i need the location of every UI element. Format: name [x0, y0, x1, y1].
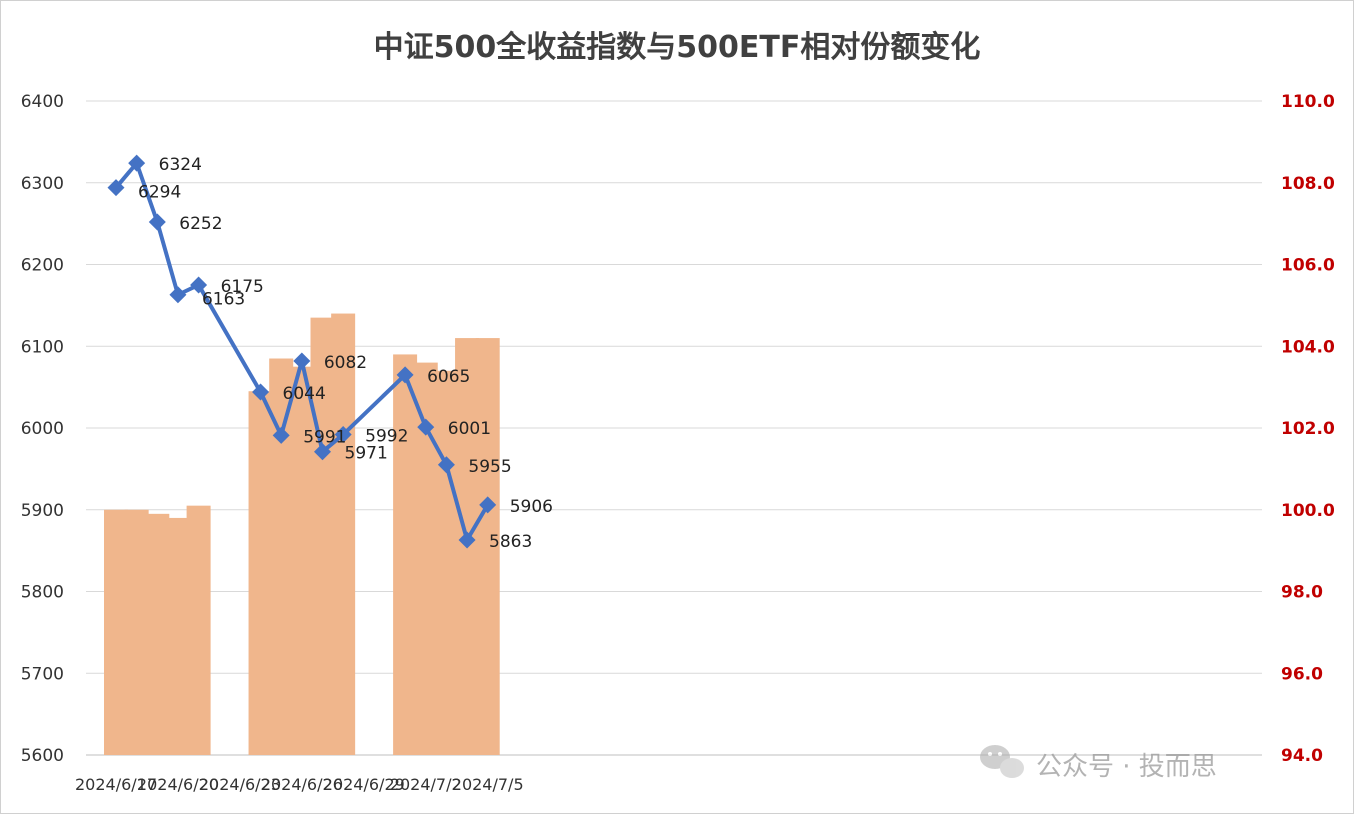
x-tick-label: 2024/6/23	[199, 775, 281, 794]
data-label: 6044	[283, 384, 326, 404]
data-label: 6252	[179, 214, 222, 234]
right-tick-label: 100.0	[1281, 501, 1335, 521]
line-marker	[314, 443, 331, 461]
x-tick-label: 2024/6/20	[137, 775, 219, 794]
data-label: 6324	[159, 155, 202, 175]
bar	[145, 513, 170, 755]
bar	[434, 370, 459, 755]
data-label: 5906	[510, 497, 553, 517]
line-series	[107, 154, 497, 549]
left-tick-label: 6200	[21, 256, 64, 276]
bar	[104, 509, 128, 755]
bar-series	[104, 313, 500, 755]
right-tick-label: 102.0	[1281, 419, 1335, 439]
data-label: 6175	[221, 277, 264, 297]
line-marker	[128, 154, 146, 172]
right-tick-label: 94.0	[1281, 746, 1323, 766]
data-label: 5971	[345, 444, 388, 464]
line-marker	[169, 286, 187, 304]
left-axis: 5600 5700 5800 5900 6000 6100 6200 6300 6400	[21, 92, 64, 766]
x-tick-label: 2024/7/5	[452, 775, 524, 794]
right-tick-label: 110.0	[1281, 92, 1335, 112]
left-tick-label: 5600	[21, 746, 64, 766]
bar	[248, 391, 273, 755]
chart-title: 中证500全收益指数与500ETF相对份额变化	[374, 30, 981, 65]
line-marker	[437, 456, 455, 474]
right-tick-label: 104.0	[1281, 337, 1335, 357]
data-label: 5863	[489, 532, 532, 552]
bar	[475, 338, 500, 755]
line-marker	[190, 276, 208, 294]
bar	[186, 505, 211, 755]
data-label: 6065	[427, 367, 470, 387]
x-tick-label: 2024/6/29	[323, 775, 405, 794]
line-marker	[479, 496, 497, 514]
data-label: 6001	[448, 419, 491, 439]
left-tick-label: 6100	[21, 337, 64, 357]
left-tick-label: 6400	[21, 92, 64, 112]
wechat-icon	[980, 745, 1024, 778]
line-marker	[396, 366, 414, 384]
bar	[165, 517, 190, 755]
data-label: 6294	[138, 183, 181, 203]
line-marker	[458, 531, 476, 549]
data-label: 5992	[365, 427, 408, 447]
x-tick-label: 2024/6/26	[261, 775, 343, 794]
right-tick-label: 108.0	[1281, 174, 1335, 194]
left-tick-label: 6300	[21, 174, 64, 194]
left-tick-label: 6000	[21, 419, 64, 439]
bar	[331, 313, 356, 755]
line-marker	[417, 418, 435, 436]
line-marker	[272, 426, 290, 444]
bar	[310, 317, 335, 755]
left-tick-label: 5700	[21, 664, 64, 684]
right-tick-label: 98.0	[1281, 583, 1323, 603]
watermark-text: 公众号 · 投而思	[1036, 752, 1217, 782]
right-tick-label: 96.0	[1281, 664, 1323, 684]
bar	[269, 358, 294, 755]
right-axis: 94.0 96.0 98.0 100.0 102.0 104.0 106.0 108.0 110…	[1281, 92, 1335, 766]
x-tick-label: 2024/6/17	[75, 775, 157, 794]
data-label: 6082	[324, 353, 367, 373]
x-tick-label: 2024/7/2	[390, 775, 462, 794]
x-axis: 2024/6/172024/6/202024/6/232024/6/262024…	[75, 775, 524, 794]
watermark: 公众号 · 投而思	[980, 745, 1217, 782]
line-marker	[107, 179, 125, 197]
left-tick-label: 5900	[21, 501, 64, 521]
data-label: 5955	[468, 457, 511, 477]
data-label: 6163	[202, 290, 245, 310]
line-marker	[148, 213, 166, 231]
line-marker	[293, 352, 311, 370]
bar	[289, 366, 314, 755]
bar	[124, 509, 149, 755]
line-marker	[252, 383, 270, 401]
right-tick-label: 106.0	[1281, 256, 1335, 276]
line-marker	[334, 426, 352, 444]
left-tick-label: 5800	[21, 583, 64, 603]
data-label: 5991	[303, 427, 346, 447]
bar	[393, 354, 418, 755]
